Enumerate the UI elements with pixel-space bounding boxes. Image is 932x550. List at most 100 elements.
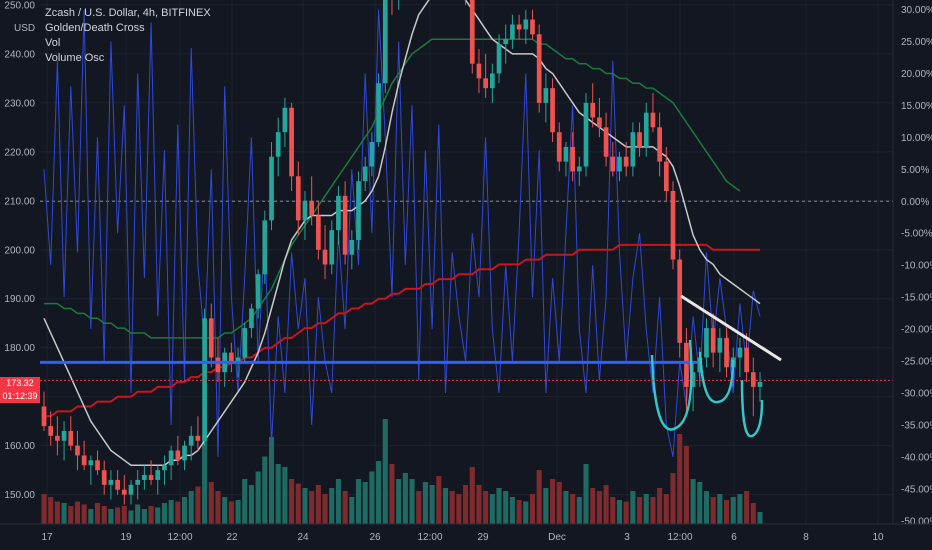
candle-body [516,24,522,30]
volume-bar [503,491,509,524]
volume-bar [710,497,716,524]
volume-bar [68,506,74,524]
osc-tick-label: -15.00% [901,293,932,304]
volume-bar [422,482,428,524]
candle-body [530,19,535,35]
volume-bar [248,485,254,524]
price-tick-label: 250.00 [4,0,35,11]
candle-body [757,381,763,387]
candle-body [630,132,636,167]
volume-bar [677,434,683,524]
volume-bar [737,494,743,524]
x-tick-label: 24 [297,532,309,543]
candle-body [235,357,241,363]
price-tick-label: 220.00 [4,147,35,158]
candle-body [670,190,676,260]
candle-body [101,470,107,485]
osc-tick-label: -10.00% [901,261,932,272]
x-tick-label: 10 [872,532,884,543]
volume-bar [489,494,495,524]
volume-bar [215,491,221,524]
volume-bar [744,491,750,524]
volume-bar [402,473,408,524]
volume-bar [88,509,94,524]
volume-bar [262,456,268,524]
currency-label: USD [14,23,36,34]
volume-bar [703,491,710,524]
volume-bar [556,482,562,524]
candle-body [329,230,335,265]
candle-body [349,239,355,255]
candle-body [536,34,542,103]
candle-body [322,249,328,265]
candle-body [148,475,154,480]
volume-bar [563,491,569,524]
candle-body [543,88,549,103]
candle-body [41,406,47,427]
volume-bar [516,500,522,524]
candle-body [162,465,167,471]
volume-bar [670,473,676,524]
volume-bar [509,497,515,524]
candle-body [175,450,181,461]
candle-body [75,445,80,456]
volume-bar [369,471,375,524]
price-tick-label: 160.00 [4,441,35,452]
x-tick-label: 8 [803,532,809,543]
volume-bar [543,488,549,524]
candle-body [717,337,723,353]
x-tick-label: 19 [120,532,132,543]
candle-body [215,357,221,373]
volume-bar [416,491,422,524]
indicator-vol[interactable]: Vol [45,37,61,49]
indicator-volume-osc[interactable]: Volume Osc [45,52,105,64]
pattern-middle-cup [698,351,735,404]
osc-tick-label: -5.00% [901,229,932,240]
pattern-left-cup [650,339,693,431]
volume-bar [630,491,636,524]
candle-body [523,19,529,30]
candle-body [637,132,642,147]
chart-legend: Zcash / U.S. Dollar, 4h, BITFINEX Golden… [45,6,211,66]
volume-bar [141,509,147,524]
candle-body [135,479,141,485]
volume-bar [322,494,328,524]
candle-body [48,426,54,436]
price-tick-label: 180.00 [4,343,35,354]
volume-bar [550,479,556,524]
x-tick-label: 3 [624,532,630,543]
volume-bar [483,491,489,524]
volume-bar [155,507,161,524]
candle-body [115,479,120,490]
candle-body [369,142,375,167]
volume-bar [81,504,87,524]
volume-bar [690,479,696,524]
volume-bar [362,482,368,524]
volume-bar [188,491,194,524]
volume-bar [637,497,643,524]
x-tick-label: Dec [548,532,566,543]
candle-body [121,489,127,495]
volume-bar [583,464,589,524]
symbol-title[interactable]: Zcash / U.S. Dollar, 4h, BITFINEX [45,7,211,19]
candle-body [597,117,602,128]
candle-body [155,470,161,480]
candle-body [275,132,281,157]
volume-bar [757,512,763,524]
volume-bar [663,494,669,524]
osc-tick-label: -40.00% [901,452,932,463]
candle-body [309,200,315,216]
volume-bar [590,488,596,524]
candle-body [576,166,582,172]
volume-bar [523,501,529,524]
volume-bar [115,507,121,524]
candle-body [737,347,743,358]
candle-body [95,460,100,471]
volume-bar [54,501,60,524]
last-price-tag: 173.32 01:12:39 [0,377,40,403]
volume-bar [576,497,582,524]
osc-tick-label: 25.00% [901,37,932,48]
volume-bar [168,500,174,524]
indicator-golden-death-cross[interactable]: Golden/Death Cross [45,22,145,34]
